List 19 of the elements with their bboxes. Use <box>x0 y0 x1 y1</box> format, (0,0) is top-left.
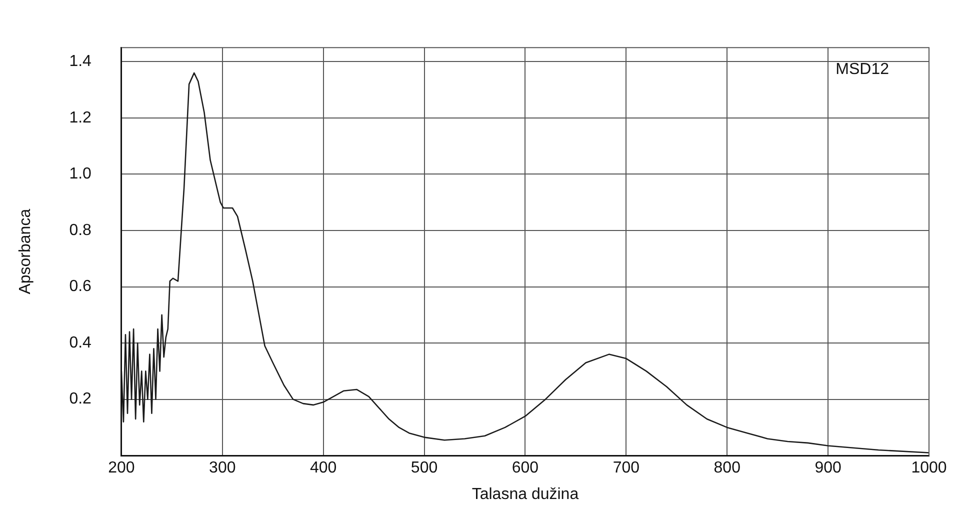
annotation: MSD12 <box>836 61 890 78</box>
x-tick-label: 700 <box>612 460 640 477</box>
y-tick-label: 0.4 <box>69 334 92 352</box>
x-tick-label: 600 <box>512 460 539 477</box>
x-tick-label: 900 <box>814 460 842 477</box>
y-tick-label: 0.6 <box>69 278 92 296</box>
y-tick-label: 0.2 <box>69 390 92 408</box>
x-tick-label: 800 <box>714 460 741 477</box>
x-tick-label: 400 <box>310 460 337 477</box>
y-axis-title: Apsorbanca <box>17 208 34 294</box>
y-tick-label: 1.2 <box>69 109 92 126</box>
x-tick-label: 200 <box>108 460 135 477</box>
x-tick-label: 300 <box>209 460 236 477</box>
x-tick-label: 1000 <box>911 460 947 477</box>
y-tick-label: 0.8 <box>69 222 92 239</box>
x-tick-label: 500 <box>410 460 438 477</box>
y-tick-label: 1.0 <box>69 166 92 183</box>
x-axis-title: Talasna dužina <box>472 486 579 503</box>
y-tick-label: 1.4 <box>69 53 92 70</box>
